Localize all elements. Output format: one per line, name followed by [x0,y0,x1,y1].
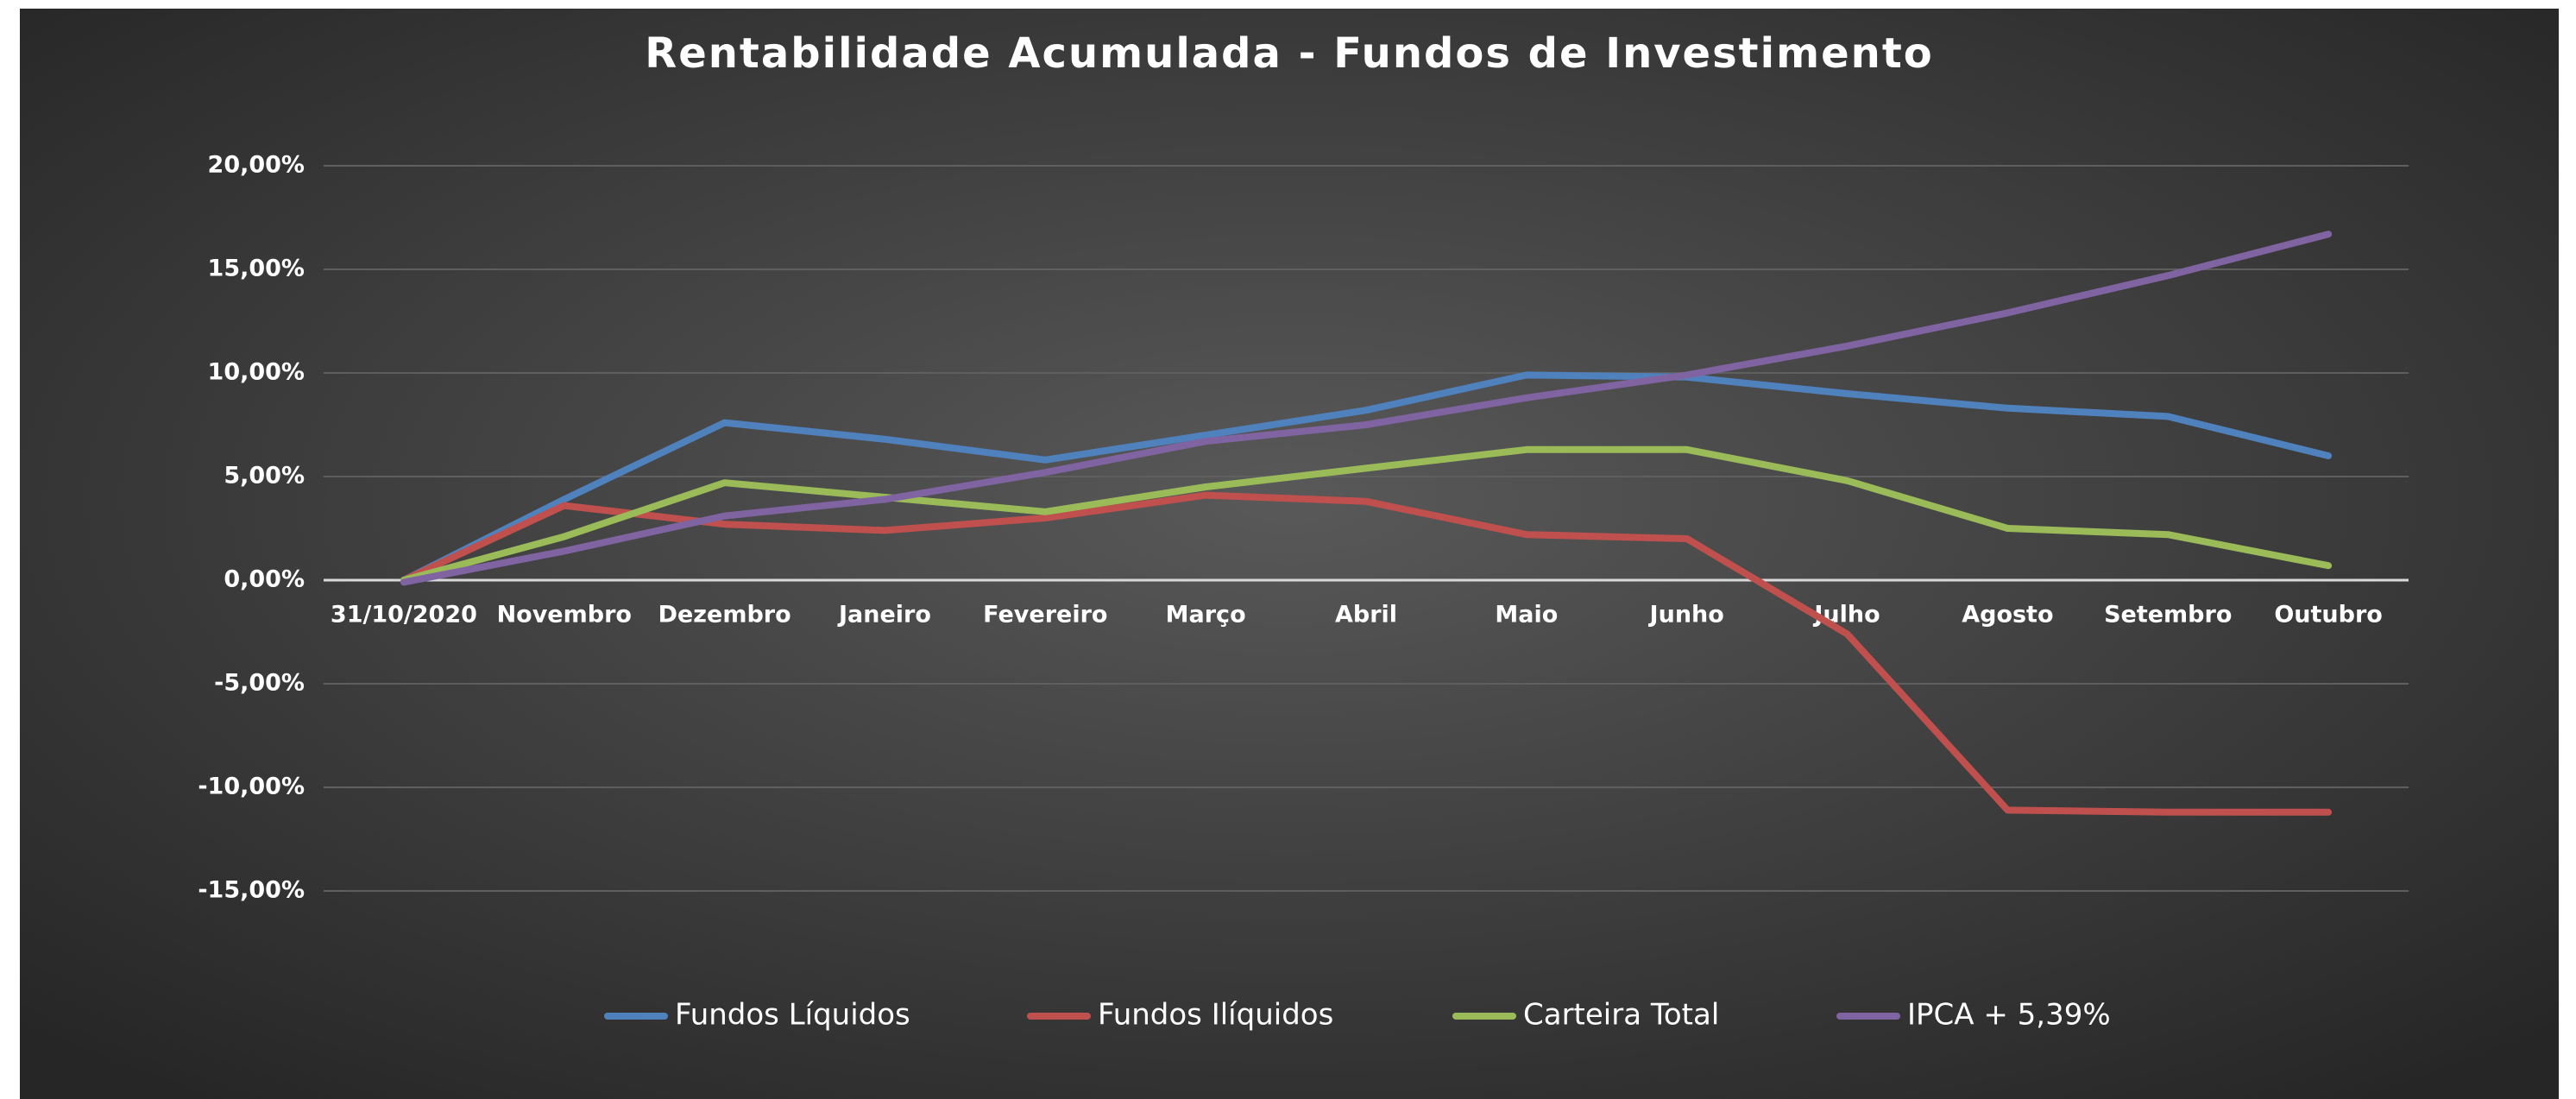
x-tick-label: Dezembro [658,602,791,628]
x-tick-label: Fevereiro [983,602,1107,628]
legend-label: Fundos Líquidos [675,998,910,1033]
y-tick-label: 0,00% [224,566,305,593]
y-tick-label: 5,00% [224,463,305,489]
y-tick-label: -15,00% [198,877,305,904]
y-tick-label: 20,00% [208,152,305,179]
x-tick-label: Agosto [1962,602,2053,628]
series-line [400,371,2333,584]
x-tick-label: Novembro [497,602,632,628]
x-tick-label: Setembro [2104,602,2232,628]
x-tick-label: Abril [1335,602,1397,628]
series-line [400,491,2333,816]
y-tick-label: 15,00% [208,256,305,282]
chart-title: Rentabilidade Acumulada - Fundos de Inve… [645,29,1934,78]
y-tick-label: -10,00% [198,774,305,800]
x-tick-label: 31/10/2020 [331,602,477,628]
x-tick-label: Junho [1648,602,1724,628]
x-tick-label: Julho [1812,602,1880,628]
x-tick-label: Maio [1495,602,1558,628]
legend-label: IPCA + 5,39% [1907,998,2111,1033]
y-tick-label: -5,00% [214,670,305,697]
x-tick-label: Outubro [2274,602,2383,628]
series-line [400,231,2333,586]
legend-label: Carteira Total [1523,998,1719,1033]
x-tick-label: Março [1166,602,1246,628]
legend-label: Fundos Ilíquidos [1098,998,1333,1033]
series-line [400,445,2333,584]
x-tick-label: Janeiro [837,602,931,628]
y-tick-label: 10,00% [208,359,305,386]
chart-background [20,9,2559,1099]
